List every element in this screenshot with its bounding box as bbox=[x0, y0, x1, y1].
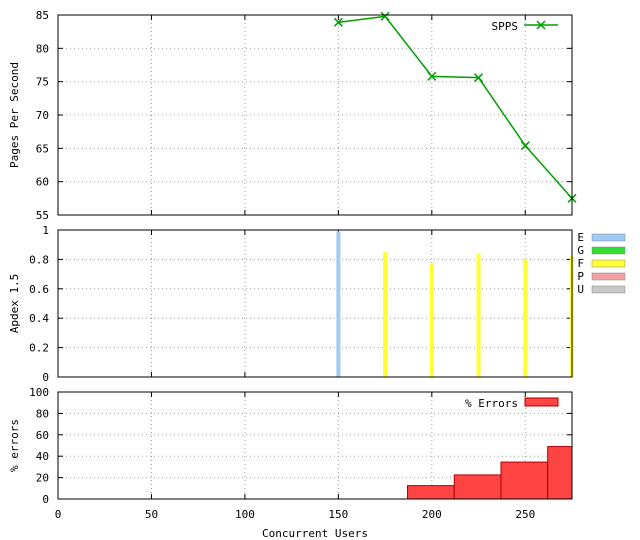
apdex-legend-label: G bbox=[577, 244, 584, 257]
errors-bar bbox=[547, 446, 573, 500]
spps-line bbox=[338, 15, 573, 199]
errors-ytick-label: 100 bbox=[29, 386, 49, 399]
apdex-legend-swatch bbox=[591, 272, 626, 281]
pps-ylabel: Pages Per Second bbox=[8, 62, 21, 168]
apdex-legend-swatch bbox=[591, 259, 626, 268]
apdex-ytick-label: 0.4 bbox=[29, 312, 49, 325]
spps-legend-label: SPPS bbox=[492, 20, 519, 33]
pps-ytick-label: 75 bbox=[36, 76, 49, 89]
errors-ytick-label: 60 bbox=[36, 429, 49, 442]
apdex-bar bbox=[383, 252, 388, 377]
errors-xtick-label: 0 bbox=[55, 508, 62, 521]
errors-bar bbox=[407, 485, 455, 500]
apdex-ytick-label: 0.8 bbox=[29, 253, 49, 266]
apdex-ytick-label: 1 bbox=[42, 224, 49, 237]
pps-ytick-label: 65 bbox=[36, 142, 49, 155]
spps-legend-marker bbox=[536, 20, 546, 30]
pages-per-second-plot: 55 60 65 70 75 80 85 Pages Per Second SPPS bbox=[8, 9, 577, 222]
errors-frame bbox=[57, 391, 573, 500]
apdex-legend-swatch bbox=[591, 233, 626, 242]
apdex-ytick-label: 0.6 bbox=[29, 283, 49, 296]
errors-plot: 0 20 40 60 80 100 % errors % Errors 0 50 100 150 200… bbox=[8, 386, 573, 540]
apdex-ylabel: Apdex 1.5 bbox=[8, 274, 21, 334]
errors-xtick-label: 200 bbox=[422, 508, 442, 521]
errors-xtick-label: 150 bbox=[328, 508, 348, 521]
apdex-bar bbox=[336, 231, 341, 377]
apdex-bar bbox=[476, 253, 481, 377]
pps-ytick-label: 55 bbox=[36, 209, 49, 222]
apdex-legend-label: U bbox=[577, 283, 584, 296]
spps-point bbox=[427, 71, 437, 81]
spps-point bbox=[474, 73, 484, 83]
errors-xtick-label: 100 bbox=[235, 508, 255, 521]
spps-point bbox=[520, 141, 530, 151]
errors-ytick-label: 80 bbox=[36, 407, 49, 420]
pps-ytick-label: 85 bbox=[36, 9, 49, 22]
apdex-legend-label: F bbox=[577, 257, 584, 270]
errors-ytick-label: 0 bbox=[42, 493, 49, 506]
pps-ytick-label: 60 bbox=[36, 176, 49, 189]
apdex-ytick-label: 0 bbox=[42, 371, 49, 384]
pps-frame bbox=[57, 14, 573, 216]
errors-ytick-label: 20 bbox=[36, 472, 49, 485]
apdex-ytick-label: 0.2 bbox=[29, 342, 49, 355]
errors-xtick-label: 50 bbox=[145, 508, 158, 521]
errors-xtick-label: 250 bbox=[515, 508, 535, 521]
apdex-legend-swatch bbox=[591, 285, 626, 294]
apdex-legend-label: E bbox=[577, 231, 584, 244]
pps-ytick-label: 80 bbox=[36, 42, 49, 55]
spps-point bbox=[333, 17, 343, 27]
errors-ytick-label: 40 bbox=[36, 450, 49, 463]
spps-point bbox=[380, 11, 390, 21]
errors-legend-label: % Errors bbox=[465, 397, 518, 410]
errors-legend-swatch bbox=[524, 397, 559, 407]
apdex-legend-swatch bbox=[591, 246, 626, 255]
errors-bar bbox=[500, 461, 549, 500]
pps-ytick-label: 70 bbox=[36, 109, 49, 122]
apdex-bar bbox=[523, 259, 528, 377]
apdex-legend-label: P bbox=[577, 270, 584, 283]
errors-xlabel: Concurrent Users bbox=[262, 527, 368, 540]
errors-ylabel: % errors bbox=[8, 419, 21, 472]
apdex-frame bbox=[57, 229, 573, 378]
errors-bar bbox=[453, 474, 502, 500]
apdex-bar bbox=[429, 263, 434, 377]
